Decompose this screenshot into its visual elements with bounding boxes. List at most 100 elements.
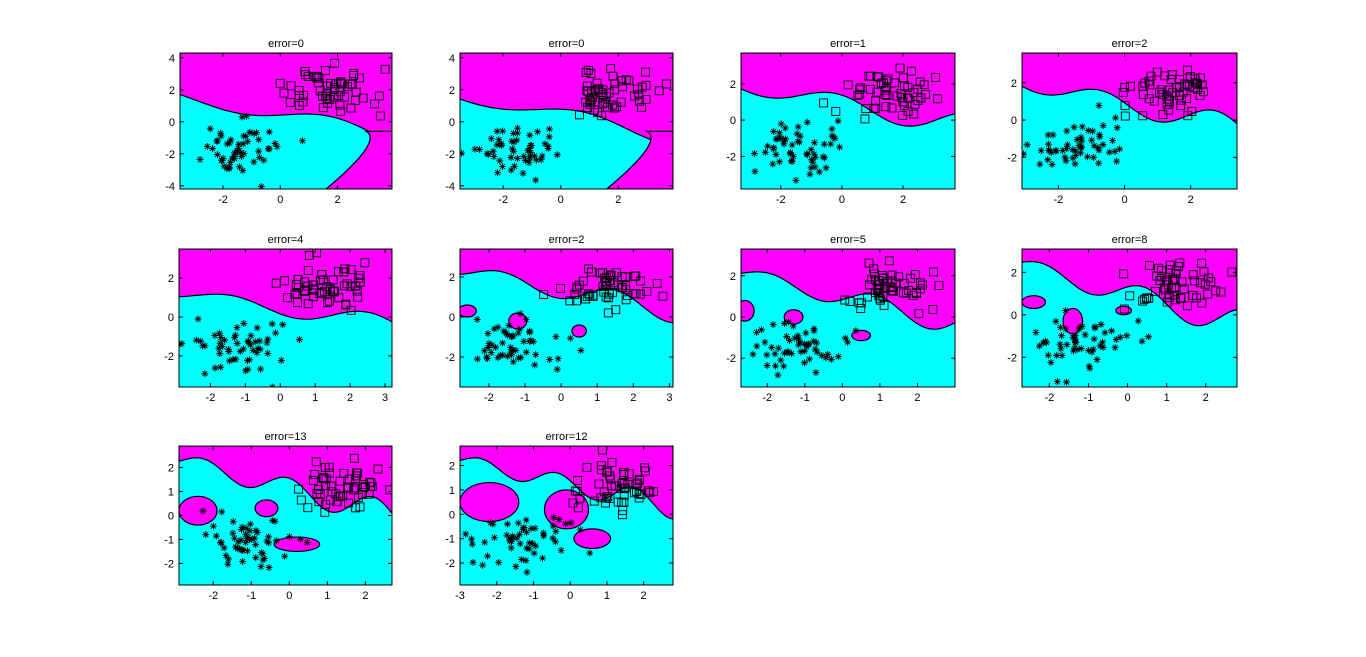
- star-marker: [488, 341, 496, 349]
- magenta-region: [460, 481, 520, 523]
- star-marker: [242, 367, 250, 375]
- square-marker: [328, 275, 338, 285]
- square-marker: [606, 64, 616, 73]
- x-tick-label: 2: [347, 392, 353, 404]
- star-marker: [494, 354, 502, 362]
- star-marker: [783, 332, 791, 340]
- square-marker: [1183, 301, 1192, 311]
- star-marker: [503, 331, 511, 339]
- star-marker: [1035, 342, 1043, 350]
- square-marker: [1157, 85, 1167, 95]
- star-marker: [533, 156, 541, 164]
- star-marker: [194, 315, 202, 323]
- star-marker: [1062, 157, 1070, 165]
- star-marker: [233, 323, 241, 331]
- star-marker: [1108, 327, 1116, 335]
- square-marker: [601, 498, 611, 508]
- square-marker: [1206, 277, 1216, 287]
- square-marker: [624, 469, 634, 479]
- star-marker: [247, 332, 255, 340]
- star-marker: [263, 537, 271, 545]
- square-marker: [600, 278, 610, 288]
- square-marker: [884, 256, 894, 266]
- square-marker: [565, 296, 575, 306]
- square-marker: [1162, 99, 1172, 109]
- star-marker: [498, 163, 506, 171]
- star-marker: [794, 332, 802, 340]
- square-marker: [635, 476, 644, 485]
- star-marker: [201, 370, 209, 378]
- y-tick-label: 4: [169, 53, 175, 65]
- square-marker: [350, 483, 360, 493]
- square-marker: [880, 90, 890, 99]
- square-marker: [314, 73, 324, 83]
- star-marker: [212, 532, 220, 540]
- star-marker: [552, 527, 560, 535]
- square-marker: [315, 489, 325, 499]
- star-marker: [1109, 137, 1117, 145]
- square-marker: [299, 90, 309, 100]
- star-marker: [1086, 364, 1094, 372]
- star-marker: [1111, 344, 1119, 352]
- square-marker: [887, 270, 897, 280]
- star-marker: [503, 531, 511, 539]
- star-marker: [780, 362, 788, 370]
- square-marker: [360, 258, 370, 268]
- subplot-1: error=0 -2 0 2 4 2 0 -2 -4: [165, 38, 393, 206]
- square-marker: [898, 111, 908, 120]
- star-marker: [753, 328, 761, 336]
- square-marker: [340, 281, 350, 291]
- star-marker: [496, 157, 504, 165]
- y-tick-label: -2: [164, 558, 174, 570]
- square-marker: [340, 264, 350, 274]
- square-marker: [1120, 82, 1130, 92]
- square-marker: [351, 87, 361, 97]
- star-marker: [749, 350, 757, 358]
- star-marker: [497, 140, 505, 148]
- star-marker: [519, 169, 527, 177]
- square-marker: [933, 94, 943, 104]
- star-marker: [211, 331, 219, 339]
- square-marker: [279, 88, 289, 98]
- star-marker: [537, 156, 545, 164]
- square-marker: [876, 79, 886, 88]
- star-marker: [218, 508, 226, 516]
- star-marker: [1052, 317, 1060, 325]
- star-marker: [249, 346, 257, 354]
- star-marker: [1071, 335, 1079, 343]
- square-marker: [1118, 87, 1128, 97]
- square-marker: [637, 82, 647, 92]
- square-marker: [612, 102, 622, 112]
- square-marker: [1188, 270, 1198, 280]
- subplot-10: error=12 -3 -2 -1 0 1 2 2 1 0 -1 -2: [445, 431, 674, 602]
- x-tick-label: -2: [498, 194, 508, 206]
- square-marker: [1197, 258, 1207, 268]
- star-marker: [504, 520, 512, 528]
- square-marker: [310, 470, 320, 479]
- square-marker: [1199, 267, 1209, 277]
- star-marker: [483, 150, 491, 158]
- star-marker: [460, 149, 465, 157]
- square-marker: [1176, 293, 1185, 303]
- square-marker: [1125, 291, 1135, 301]
- subplot-4: error=2 -2 0 2 2 0 -2: [1007, 38, 1238, 206]
- star-marker: [226, 159, 234, 167]
- square-marker: [632, 84, 642, 94]
- x-tick-label: 0: [286, 590, 292, 602]
- star-marker: [807, 146, 815, 154]
- star-marker: [239, 167, 247, 175]
- star-marker: [273, 143, 281, 151]
- square-marker: [652, 279, 662, 289]
- square-marker: [907, 66, 916, 76]
- star-marker: [512, 563, 520, 571]
- star-marker: [508, 332, 516, 340]
- star-marker: [1085, 346, 1093, 354]
- x-tick-label: 2: [1188, 194, 1194, 206]
- square-marker: [339, 468, 349, 478]
- square-marker: [624, 76, 634, 86]
- square-marker: [346, 305, 356, 315]
- magenta-region: [254, 499, 279, 518]
- square-marker: [630, 488, 639, 498]
- star-marker: [1070, 123, 1078, 131]
- star-marker: [479, 561, 487, 569]
